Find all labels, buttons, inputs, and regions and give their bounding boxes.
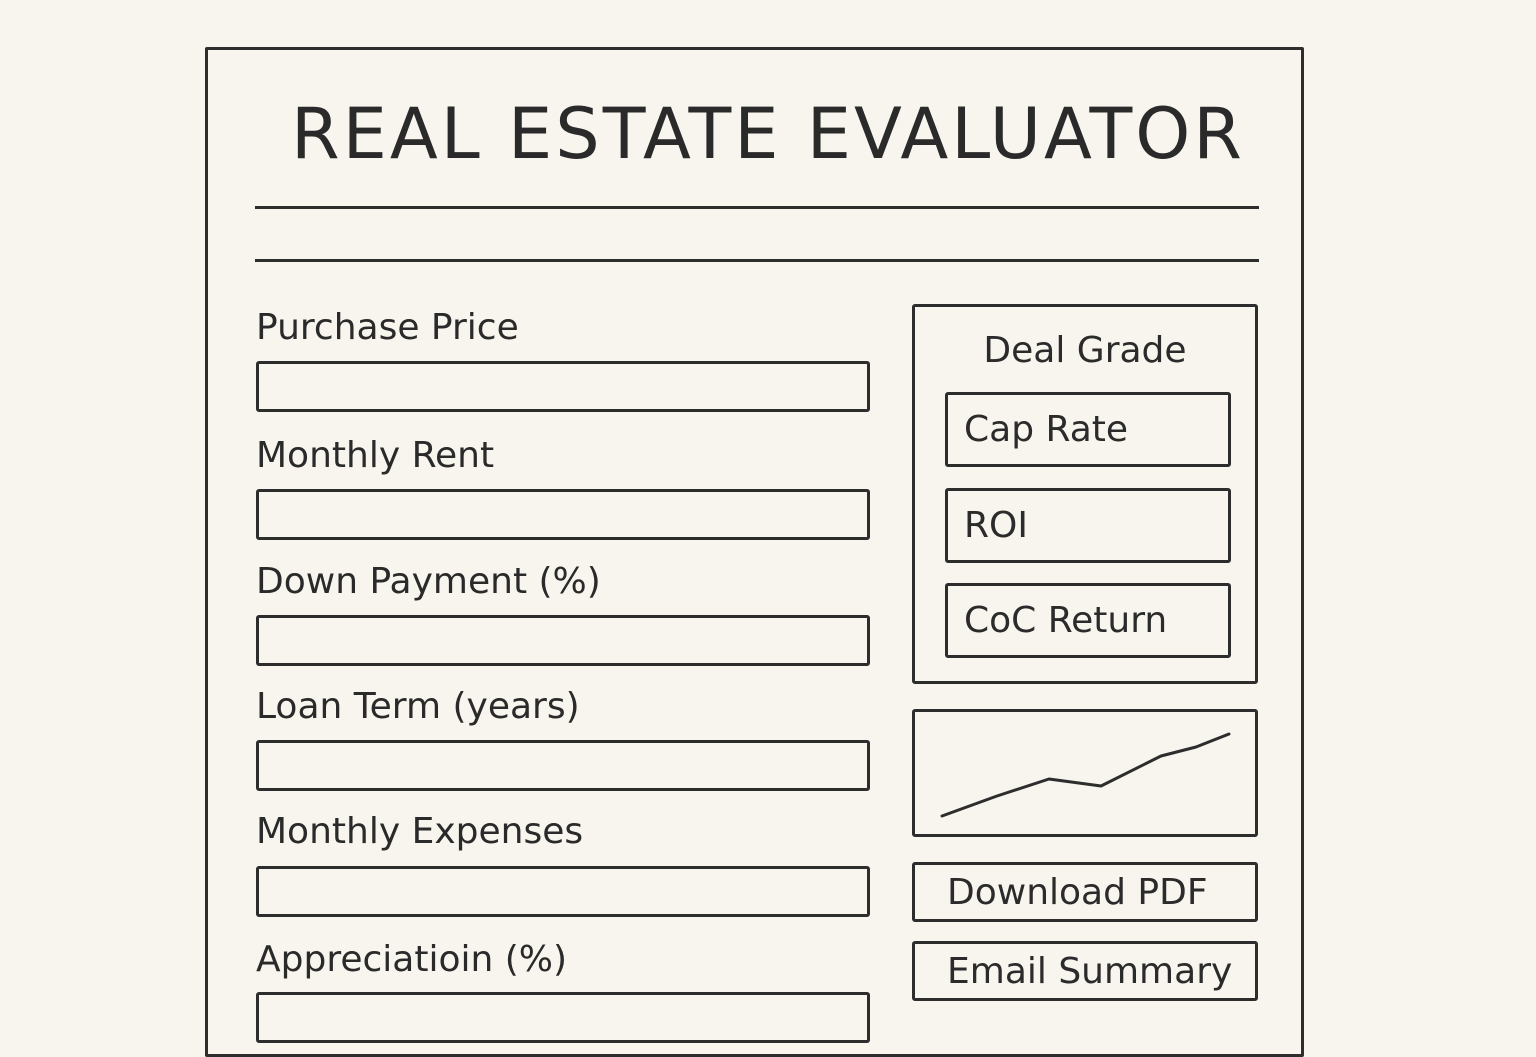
coc-return-metric: CoC Return <box>945 583 1231 658</box>
down-payment-label: Down Payment (%) <box>256 561 601 602</box>
monthly-rent-input[interactable] <box>256 489 870 540</box>
download-pdf-button[interactable]: Download PDF <box>912 862 1258 922</box>
loan-term-input[interactable] <box>256 740 870 791</box>
header-divider-bottom <box>255 259 1259 262</box>
appreciation-label: Appreciatioin (%) <box>256 939 568 980</box>
trend-chart <box>912 709 1258 837</box>
deal-grade-panel: Deal Grade Cap Rate ROI CoC Return <box>912 304 1258 684</box>
trend-line-icon <box>940 732 1231 818</box>
monthly-rent-label: Monthly Rent <box>256 435 495 476</box>
appreciation-input[interactable] <box>256 992 870 1043</box>
monthly-expenses-input[interactable] <box>256 866 870 917</box>
purchase-price-label: Purchase Price <box>256 307 519 348</box>
loan-term-label: Loan Term (years) <box>256 686 580 727</box>
email-summary-button[interactable]: Email Summary <box>912 941 1258 1001</box>
purchase-price-input[interactable] <box>256 361 870 412</box>
trend-line <box>940 732 1231 818</box>
monthly-expenses-label: Monthly Expenses <box>256 811 584 852</box>
header-divider-top <box>255 206 1259 209</box>
page-title: REAL ESTATE EVALUATOR <box>291 93 1245 175</box>
deal-grade-title: Deal Grade <box>983 330 1187 371</box>
roi-metric: ROI <box>945 488 1231 563</box>
down-payment-input[interactable] <box>256 615 870 666</box>
cap-rate-metric: Cap Rate <box>945 392 1231 467</box>
